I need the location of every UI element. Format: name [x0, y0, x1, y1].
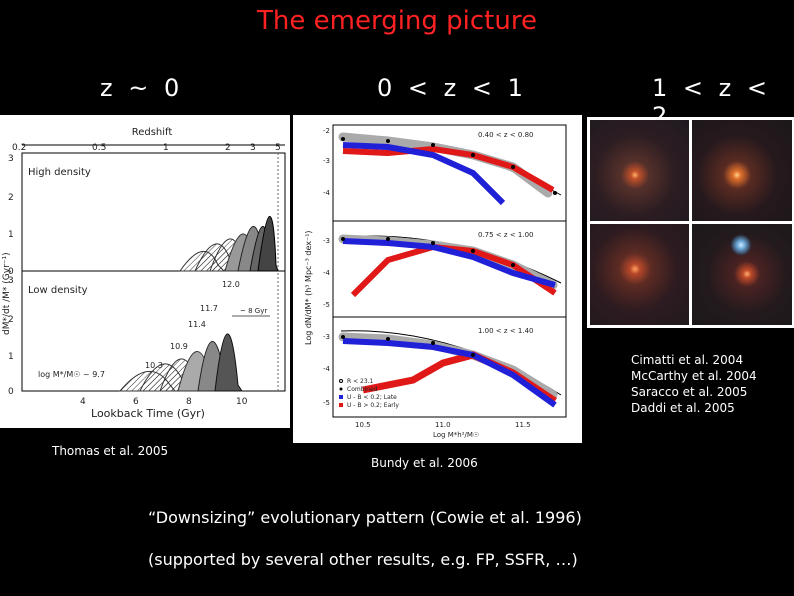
x-tick: 6	[133, 397, 139, 407]
mass-label: 10.9	[170, 342, 188, 351]
redshift-tick: 3	[250, 143, 256, 153]
gyr-annotation: ~ 8 Gyr	[240, 307, 267, 315]
mf-subpanel-3: -3 -4 -5 1.00 < z < 1.40	[323, 316, 567, 418]
z-bin-label: 0.75 < z < 1.00	[478, 231, 533, 239]
mf-axis-label: Log dN/dM* (h³ Mpc⁻³ dex⁻¹)	[304, 230, 313, 345]
x-tick: 10	[236, 397, 248, 407]
legend-entry: Combined	[347, 386, 378, 393]
mass-label: 12.0	[222, 280, 240, 289]
y-tick: -3	[323, 157, 330, 165]
mass-label: 11.7	[200, 304, 218, 313]
blue-companion	[730, 234, 752, 256]
z-bin-label: 0.40 < z < 0.80	[478, 131, 533, 139]
reference-list: Cimatti et al. 2004 McCarthy et al. 2004…	[631, 352, 757, 416]
y-tick: 0	[8, 267, 14, 277]
z-label-local: z ~ 0	[100, 74, 184, 102]
x-tick: 11.0	[435, 421, 451, 429]
legend-entry: U - B > 0.2; Early	[347, 402, 399, 409]
mf-subpanel-1: -2 -3 -4 0.40 < z < 0.80	[323, 124, 567, 222]
galaxy-image-4	[692, 224, 792, 325]
mass-note: log M*/M☉ ~ 9.7	[38, 370, 105, 379]
y-tick: -3	[323, 333, 330, 341]
reference-entry: McCarthy et al. 2004	[631, 369, 757, 383]
y-tick: -4	[323, 365, 331, 373]
supporting-evidence: (supported by several other results, e.g…	[148, 550, 578, 569]
x-tick: 10.5	[355, 421, 371, 429]
mass-label: 11.4	[188, 320, 206, 329]
y-tick: -2	[323, 127, 330, 135]
redshift-tick: 0.2	[12, 143, 26, 153]
y-tick: -4	[323, 189, 331, 197]
y-tick: -5	[323, 399, 330, 407]
redshift-axis-title: Redshift	[132, 127, 173, 138]
legend-entry: U - B < 0.2; Late	[347, 394, 397, 401]
sfr-axis-label: dM*/dt /M* (Gyr⁻¹)	[2, 252, 12, 335]
y-tick: -5	[323, 301, 330, 309]
bundy-caption: Bundy et al. 2006	[371, 456, 478, 470]
downsizing-statement: “Downsizing” evolutionary pattern (Cowie…	[148, 508, 582, 527]
galaxy-image-2	[692, 120, 792, 221]
x-tick: 11.5	[515, 421, 531, 429]
redshift-tick: 0.5	[92, 143, 106, 153]
galaxy-image-1	[590, 120, 689, 221]
galaxy-image-grid	[587, 117, 794, 328]
y-tick: 1	[8, 230, 14, 240]
mf-subpanel-2: -3 -4 -5 0.75 < z < 1.00	[323, 220, 567, 318]
high-density-label: High density	[28, 167, 91, 178]
slide-title: The emerging picture	[257, 6, 537, 36]
redshift-tick: 2	[225, 143, 231, 153]
reference-entry: Saracco et al. 2005	[631, 385, 748, 399]
mf-legend: R < 23.1 Combined U - B < 0.2; Late U - …	[339, 378, 399, 409]
y-tick: 2	[8, 193, 14, 203]
thomas-sfh-figure: Redshift 0.2 0.5 1 2 3 5 dM*/dt /M* (Gyr…	[0, 115, 290, 428]
y-tick: 2	[8, 315, 14, 325]
y-tick: -3	[323, 237, 330, 245]
thomas-caption: Thomas et al. 2005	[52, 444, 169, 458]
reference-entry: Daddi et al. 2005	[631, 401, 735, 415]
x-tick: 4	[80, 397, 86, 407]
bundy-mass-function-figure: Log dN/dM* (h³ Mpc⁻³ dex⁻¹) -2 -3 -4 0.4…	[293, 115, 582, 443]
y-tick: -4	[323, 269, 331, 277]
lookback-axis-title: Lookback Time (Gyr)	[91, 407, 205, 420]
z-label-intermediate: 0 < z < 1	[377, 74, 527, 102]
y-tick: 0	[8, 387, 14, 397]
y-tick: 1	[8, 352, 14, 362]
legend-entry: R < 23.1	[347, 378, 374, 385]
x-tick: 8	[186, 397, 192, 407]
y-tick: 3	[8, 154, 14, 164]
redshift-tick: 1	[163, 143, 169, 153]
reference-entry: Cimatti et al. 2004	[631, 353, 744, 367]
low-density-label: Low density	[28, 285, 88, 296]
redshift-tick: 5	[275, 143, 281, 153]
mass-label: 10.3	[145, 361, 163, 370]
z-bin-label: 1.00 < z < 1.40	[478, 327, 533, 335]
high-density-sfh-curves	[179, 216, 279, 272]
y-tick: 3	[8, 276, 14, 286]
galaxy-image-3	[590, 224, 689, 325]
low-density-sfh-curves	[118, 333, 243, 392]
mf-x-axis-title: Log M*h²/M☉	[433, 431, 479, 439]
